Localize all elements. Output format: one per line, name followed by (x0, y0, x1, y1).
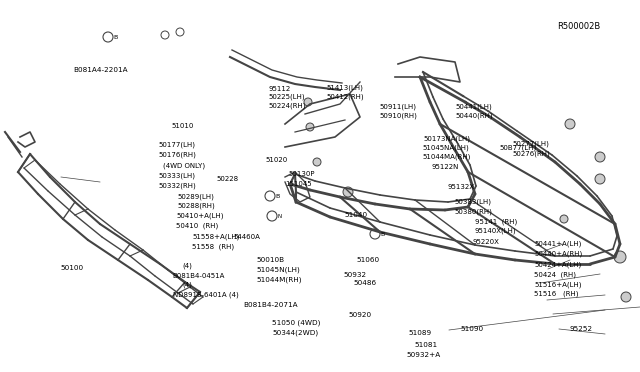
Text: 51050 (4WD): 51050 (4WD) (272, 320, 321, 326)
Text: 50224(RH): 50224(RH) (269, 103, 307, 109)
Circle shape (595, 152, 605, 162)
Text: 51045N(LH): 51045N(LH) (256, 266, 300, 273)
Text: 51060: 51060 (356, 257, 380, 263)
Text: 50380(RH): 50380(RH) (454, 208, 492, 215)
Text: 95220X: 95220X (472, 239, 499, 245)
Text: 50911(LH): 50911(LH) (380, 103, 417, 110)
Text: 50441+A(LH): 50441+A(LH) (534, 241, 582, 247)
Text: 50383(LH): 50383(LH) (454, 198, 492, 205)
Text: B081B4-0451A: B081B4-0451A (173, 273, 225, 279)
Text: 51516   (RH): 51516 (RH) (534, 291, 579, 297)
Text: R500002B: R500002B (557, 22, 600, 31)
Text: 50277(LH): 50277(LH) (512, 140, 549, 147)
Text: 51020: 51020 (266, 157, 288, 163)
Text: 50010B: 50010B (256, 257, 284, 263)
Text: 50332(RH): 50332(RH) (159, 182, 196, 189)
Text: (4WD ONLY): (4WD ONLY) (163, 163, 205, 169)
Text: 54460A: 54460A (234, 234, 260, 240)
Text: 50440+A(RH): 50440+A(RH) (534, 250, 582, 257)
Circle shape (621, 292, 631, 302)
Text: 50333(LH): 50333(LH) (159, 172, 196, 179)
Text: 50289(LH): 50289(LH) (178, 193, 215, 200)
Text: 51090: 51090 (461, 326, 484, 332)
Text: 51558  (RH): 51558 (RH) (192, 243, 234, 250)
Text: 50130P: 50130P (288, 171, 314, 177)
Text: B: B (113, 35, 117, 39)
Text: 50486: 50486 (354, 280, 377, 286)
Circle shape (595, 174, 605, 184)
Text: 50410  (RH): 50410 (RH) (176, 222, 218, 229)
Text: 50424+A(LH): 50424+A(LH) (534, 262, 582, 268)
Circle shape (343, 187, 353, 197)
Text: 50225(LH): 50225(LH) (269, 93, 305, 100)
Text: (4): (4) (182, 263, 192, 269)
Circle shape (306, 123, 314, 131)
Text: 50288(RH): 50288(RH) (178, 203, 216, 209)
Text: 51010: 51010 (172, 124, 194, 129)
Text: N: N (277, 214, 281, 218)
Text: 50441(LH): 50441(LH) (456, 103, 492, 110)
Text: 51558+A(LH): 51558+A(LH) (192, 234, 239, 240)
Text: 51516+A(LH): 51516+A(LH) (534, 281, 582, 288)
Text: 95140X(LH): 95140X(LH) (475, 227, 516, 234)
Text: 50440(RH): 50440(RH) (456, 113, 493, 119)
Circle shape (560, 215, 568, 223)
Text: 50410+A(LH): 50410+A(LH) (176, 212, 223, 219)
Text: (4): (4) (182, 281, 192, 288)
Text: 50100: 50100 (61, 265, 84, 271)
Text: 95132X: 95132X (448, 185, 475, 190)
Text: 51413(LH): 51413(LH) (326, 84, 364, 91)
Text: B: B (380, 231, 384, 237)
Text: 50177(LH): 50177(LH) (158, 142, 195, 148)
Text: 50932: 50932 (343, 272, 366, 278)
Text: 51089: 51089 (408, 330, 431, 336)
Text: 50920: 50920 (349, 312, 372, 318)
Text: 50932+A: 50932+A (406, 352, 441, 358)
Text: 51081: 51081 (415, 342, 438, 348)
Circle shape (313, 158, 321, 166)
Text: 50344(2WD): 50344(2WD) (272, 330, 318, 336)
Text: 50910(RH): 50910(RH) (380, 113, 417, 119)
Text: 50412(RH): 50412(RH) (326, 93, 364, 100)
Text: 50276(RH): 50276(RH) (512, 150, 550, 157)
Text: ND8918-6401A (4): ND8918-6401A (4) (173, 291, 239, 298)
Text: 95112: 95112 (269, 86, 291, 92)
Circle shape (304, 98, 312, 106)
Text: 51044MA(RH): 51044MA(RH) (422, 154, 471, 160)
Text: 50176(RH): 50176(RH) (158, 151, 196, 158)
Text: B081A4-2201A: B081A4-2201A (74, 67, 128, 73)
Text: 95141  (RH): 95141 (RH) (475, 218, 517, 225)
Text: 50424  (RH): 50424 (RH) (534, 271, 577, 278)
Text: 51045NA(LH): 51045NA(LH) (422, 144, 469, 151)
Circle shape (565, 119, 575, 129)
Text: 50228: 50228 (216, 176, 239, 182)
Text: B: B (275, 193, 279, 199)
Text: 51044M(RH): 51044M(RH) (256, 276, 301, 283)
Text: 50173NA(LH): 50173NA(LH) (424, 136, 470, 142)
Text: 51040: 51040 (344, 212, 367, 218)
Text: 95122N: 95122N (432, 164, 460, 170)
Text: B081B4-2071A: B081B4-2071A (243, 302, 298, 308)
Circle shape (614, 251, 626, 263)
Text: 151045: 151045 (285, 181, 312, 187)
Text: 95252: 95252 (570, 326, 593, 332)
Text: 50B77(LH): 50B77(LH) (499, 144, 536, 151)
